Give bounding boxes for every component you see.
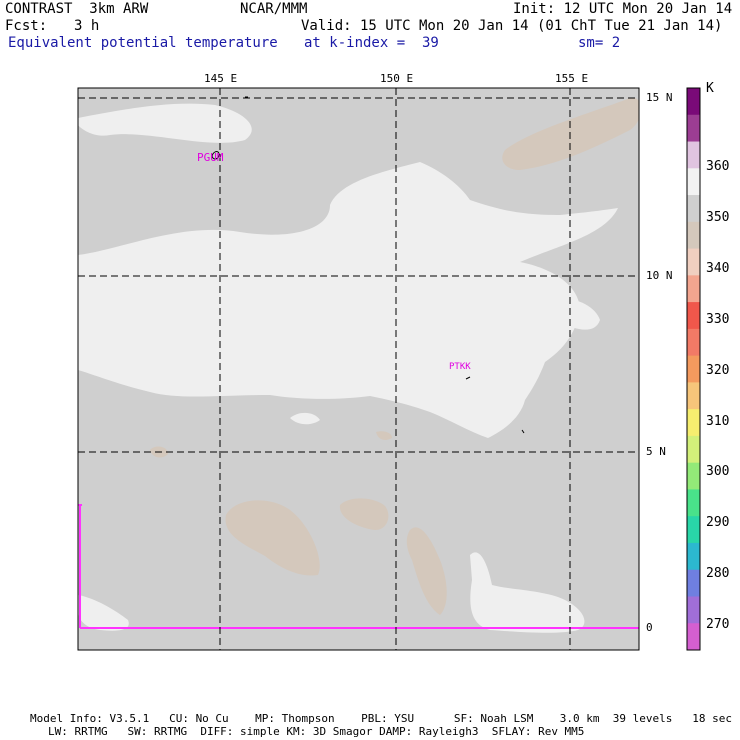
station-ptkk: PTKK: [449, 362, 471, 372]
colorbar-swatch: [687, 328, 700, 357]
colorbar-label: 270: [706, 617, 730, 633]
coastlines: [211, 96, 525, 434]
colorbar-swatch: [687, 275, 700, 303]
colorbar-swatch: [687, 88, 700, 116]
lat-label-5n: 5 N: [646, 445, 666, 458]
lon-label-150: 150 E: [380, 72, 414, 85]
colorbar-swatch: [687, 382, 700, 410]
model-title: CONTRAST 3km ARW: [5, 1, 149, 17]
colorbar-swatch: [687, 596, 700, 624]
lat-label-15n: 15 N: [646, 91, 673, 104]
colorbar-swatch: [687, 489, 700, 517]
colorbar-swatch: [687, 569, 700, 597]
org-label: NCAR/MMM: [240, 1, 308, 17]
colorbar-label: 300: [706, 464, 730, 480]
colorbar-swatch: [687, 195, 700, 223]
colorbar-unit: K: [706, 81, 714, 96]
lat-label-0: 0: [646, 621, 653, 634]
field-name: Equivalent potential temperature: [8, 35, 278, 51]
colorbar-swatch: [687, 221, 700, 250]
contour-fill: [78, 88, 639, 650]
colorbar-swatch: [687, 168, 700, 196]
init-time: Init: 12 UTC Mon 20 Jan 14: [513, 1, 733, 17]
colorbar-swatch: [687, 435, 700, 464]
fcst-value: 3 h: [74, 18, 100, 34]
colorbar-label: 330: [706, 311, 730, 327]
lat-label-10n: 10 N: [646, 269, 673, 282]
colorbar-label: 340: [706, 260, 730, 276]
colorbar-swatch: [687, 141, 700, 169]
station-pgum: PGUM: [197, 151, 224, 164]
colorbar-label: 290: [706, 515, 730, 531]
fcst-label: Fcst:: [5, 18, 48, 34]
model-info-line2: LW: RRTMG SW: RRTMG DIFF: simple KM: 3D …: [48, 725, 585, 738]
valid-time: Valid: 15 UTC Mon 20 Jan 14 (01 ChT Tue …: [301, 18, 723, 34]
colorbar-swatch: [687, 355, 700, 383]
level-label: at k-index = 39: [304, 35, 439, 51]
colorbar-swatch: [687, 409, 700, 437]
map-frame: [77, 87, 640, 651]
graticule: [78, 88, 639, 650]
colorbar-swatch: [687, 114, 700, 143]
colorbar-swatch: [687, 623, 700, 651]
model-info-line1: Model Info: V3.5.1 CU: No Cu MP: Thompso…: [30, 712, 732, 725]
colorbar-label: 360: [706, 159, 730, 174]
colorbar-swatch: [687, 516, 700, 544]
colorbar-label: 310: [706, 413, 730, 429]
lon-label-145: 145 E: [204, 72, 238, 85]
colorbar-swatch: [687, 462, 700, 490]
colorbar-label: 320: [706, 362, 730, 378]
lon-label-155: 155 E: [555, 72, 589, 85]
colorbar-label: 280: [706, 566, 730, 582]
colorbar-swatch: [687, 302, 700, 330]
colorbar-swatch: [687, 542, 700, 571]
colorbar-frame: [686, 87, 701, 651]
smoothing-label: sm= 2: [578, 35, 621, 51]
colorbar-swatch: [687, 248, 700, 276]
colorbar: [687, 88, 700, 651]
colorbar-label: 350: [706, 209, 730, 225]
